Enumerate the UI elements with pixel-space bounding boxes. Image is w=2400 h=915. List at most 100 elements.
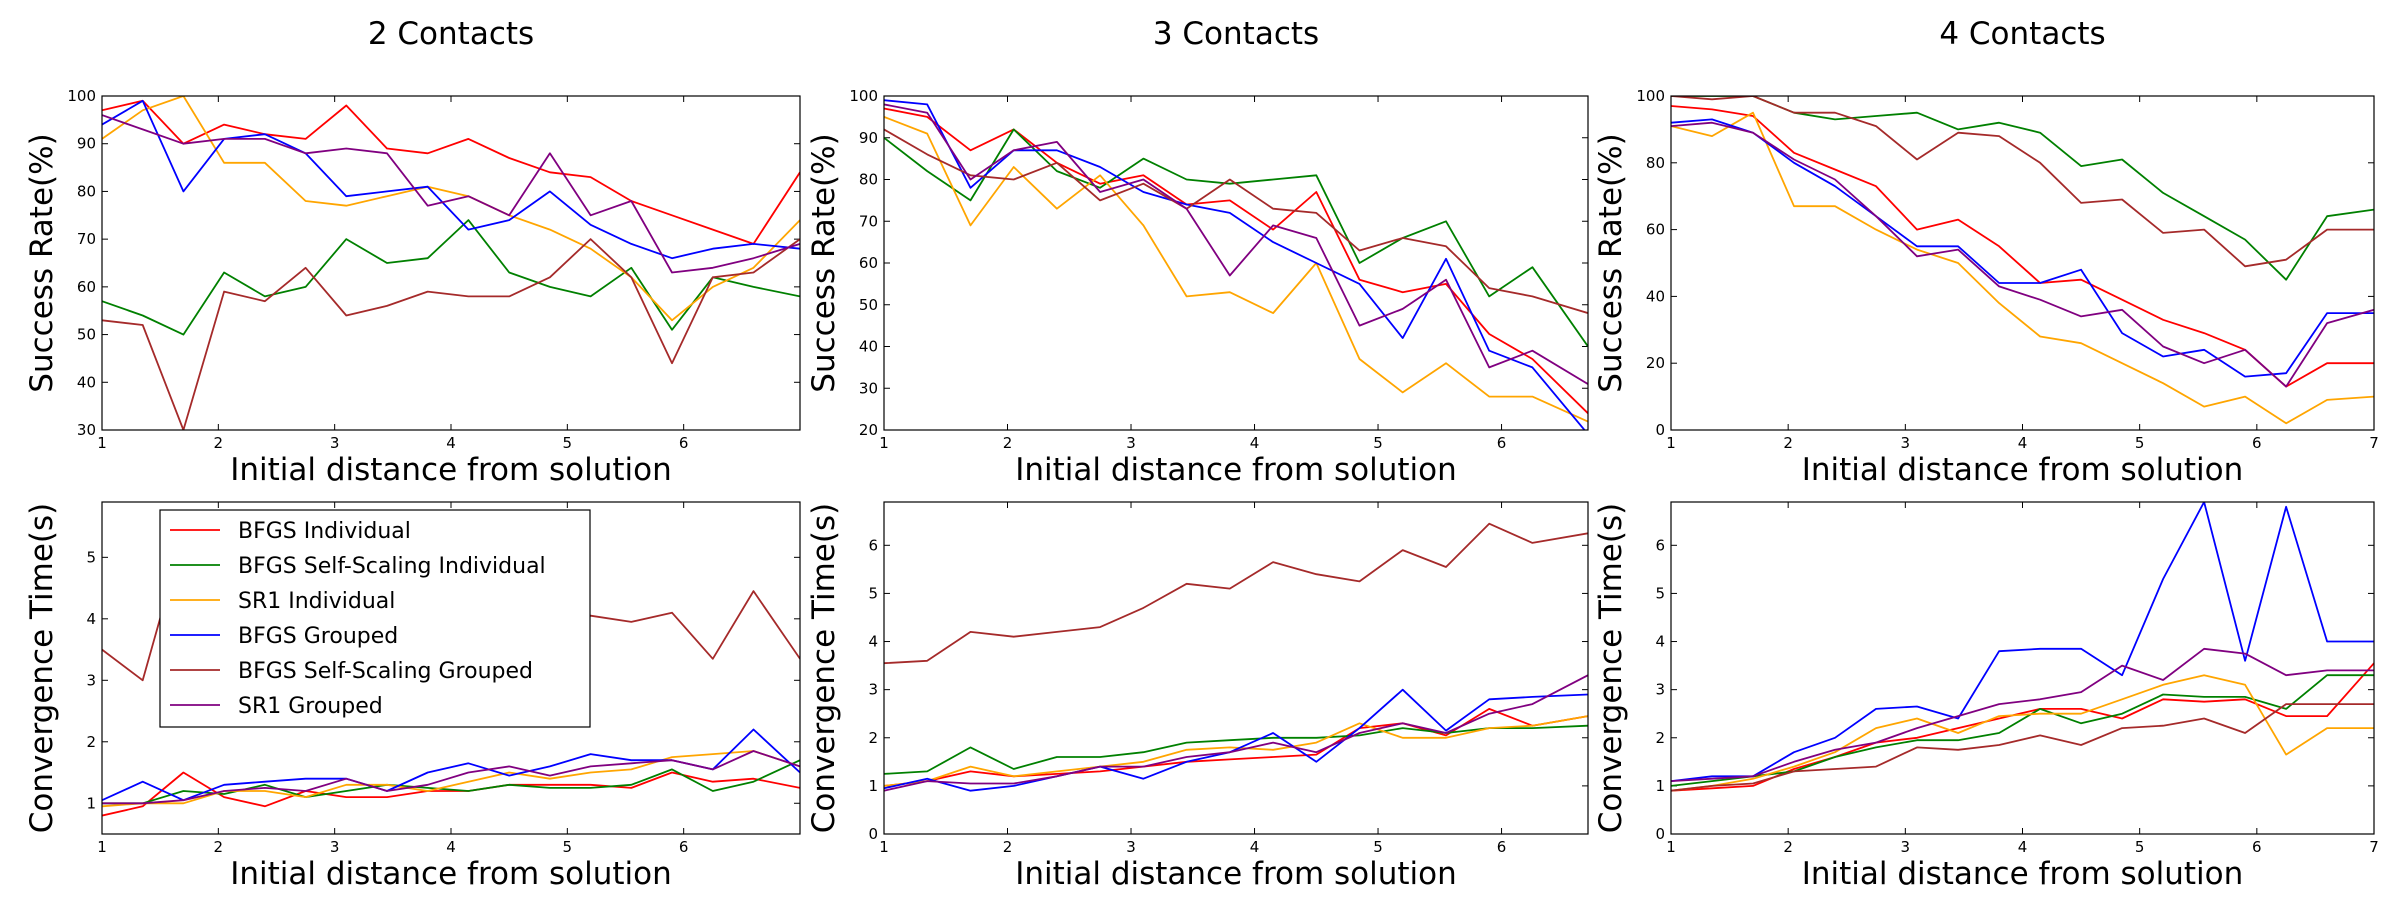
chart-panel-2: 3 Contacts 1 2 3 4 5 6 20 30 40 50 60 70 80 90 100 Initi… — [806, 16, 1589, 488]
series-line-bfgs-self-scaling-grouped — [884, 128, 1588, 314]
x-tick-label: 3 — [1901, 838, 1911, 856]
x-tick-label: 6 — [679, 838, 689, 856]
legend-entry-bfgs-self-scaling-individual: BFGS Self-Scaling Individual — [238, 554, 546, 579]
series-line-bfgs-self-scaling-individual — [102, 219, 800, 336]
x-tick-label: 1 — [879, 838, 889, 856]
y-tick-label: 80 — [1646, 154, 1665, 172]
chart-title: 3 Contacts — [1153, 16, 1319, 52]
x-tick-label: 5 — [563, 838, 573, 856]
y-tick-label: 2 — [868, 729, 878, 747]
series-line-bfgs-grouped — [102, 99, 800, 260]
y-axis-label: Success Rate(%) — [24, 133, 60, 392]
x-tick-label: 6 — [2252, 434, 2262, 452]
series-line-sr1-grouped — [102, 114, 800, 274]
series-line-bfgs-self-scaling-grouped — [884, 522, 1588, 665]
x-tick-label: 3 — [330, 434, 340, 452]
series-line-sr1-individual — [102, 96, 800, 322]
x-tick-label: 4 — [1250, 838, 1260, 856]
series-line-bfgs-individual — [884, 107, 1588, 414]
y-tick-label: 5 — [868, 584, 878, 602]
x-tick-label: 2 — [1783, 838, 1793, 856]
y-tick-label: 0 — [868, 825, 878, 843]
x-tick-label: 5 — [563, 434, 573, 452]
y-tick-label: 0 — [1655, 421, 1665, 439]
legend-entry-bfgs-individual: BFGS Individual — [238, 519, 411, 544]
y-tick-label: 60 — [1646, 221, 1665, 239]
series-line-bfgs-self-scaling-grouped — [1671, 96, 2374, 268]
y-tick-label: 4 — [868, 633, 878, 651]
y-tick-label: 0 — [1655, 825, 1665, 843]
x-tick-label: 7 — [2369, 434, 2379, 452]
x-tick-label: 3 — [1126, 434, 1136, 452]
series-line-sr1-grouped — [884, 674, 1588, 792]
plot-frame — [1670, 501, 2375, 835]
y-axis-label: Success Rate(%) — [1593, 133, 1629, 392]
y-tick-label: 4 — [86, 610, 96, 628]
series-line-sr1-grouped — [102, 750, 800, 805]
y-tick-label: 1 — [86, 794, 96, 812]
x-tick-label: 7 — [2369, 838, 2379, 856]
series-line-bfgs-grouped — [1671, 502, 2374, 782]
y-tick-label: 50 — [77, 326, 96, 344]
y-tick-label: 100 — [1636, 87, 1665, 105]
x-tick-label: 1 — [97, 434, 107, 452]
y-tick-label: 90 — [77, 135, 96, 153]
y-tick-label: 70 — [77, 230, 96, 248]
plot-frame — [883, 501, 1589, 835]
series-group — [884, 99, 1588, 430]
x-tick-label: 6 — [1497, 434, 1507, 452]
x-tick-label: 5 — [2135, 838, 2145, 856]
y-tick-label: 6 — [868, 536, 878, 554]
legend-box — [159, 509, 591, 728]
y-tick-label: 5 — [1655, 584, 1665, 602]
y-tick-label: 80 — [77, 182, 96, 200]
y-tick-label: 40 — [1646, 287, 1665, 305]
series-line-bfgs-self-scaling-individual — [1671, 96, 2374, 281]
y-tick-label: 60 — [77, 278, 96, 296]
y-tick-label: 2 — [86, 733, 96, 751]
x-tick-label: 1 — [879, 434, 889, 452]
series-line-bfgs-grouped — [884, 99, 1586, 430]
x-tick-label: 3 — [1126, 838, 1136, 856]
series-group — [102, 534, 800, 817]
x-axis-label: Initial distance from solution — [1802, 452, 2244, 488]
series-line-sr1-individual — [884, 116, 1588, 423]
x-axis-label: Initial distance from solution — [230, 856, 672, 892]
series-line-bfgs-individual — [102, 99, 800, 245]
legend: BFGS Individual BFGS Self-Scaling Individ… — [159, 509, 591, 728]
x-axis-label: Initial distance from solution — [1802, 856, 2244, 892]
series-group — [102, 96, 800, 430]
x-tick-label: 1 — [1666, 838, 1676, 856]
x-tick-label: 5 — [1373, 434, 1383, 452]
x-tick-label: 2 — [1783, 434, 1793, 452]
x-tick-label: 5 — [1373, 838, 1383, 856]
y-axis-label: Success Rate(%) — [806, 133, 842, 392]
plot-frame — [101, 501, 801, 835]
x-tick-label: 2 — [214, 838, 224, 856]
series-line-bfgs-grouped — [1671, 118, 2374, 378]
y-tick-label: 70 — [859, 212, 878, 230]
series-group — [1671, 96, 2374, 425]
series-line-sr1-individual — [1671, 674, 2374, 792]
series-line-bfgs-self-scaling-individual — [1671, 674, 2374, 787]
x-axis-label: Initial distance from solution — [1015, 856, 1457, 892]
y-axis-label: Convergence Time(s) — [806, 503, 842, 833]
y-tick-label: 1 — [1655, 777, 1665, 795]
series-group — [884, 522, 1588, 792]
y-tick-label: 20 — [1646, 354, 1665, 372]
x-tick-label: 3 — [1901, 434, 1911, 452]
series-line-bfgs-self-scaling-individual — [884, 128, 1588, 348]
y-tick-label: 50 — [859, 296, 878, 314]
x-tick-label: 2 — [214, 434, 224, 452]
y-axis-label: Convergence Time(s) — [24, 503, 60, 833]
x-tick-label: 4 — [2018, 838, 2028, 856]
plot-frame — [1670, 95, 2375, 431]
legend-entry-sr1-grouped: SR1 Grouped — [238, 694, 383, 719]
series-line-sr1-individual — [1671, 111, 2374, 425]
chart-panel-1: 2 Contacts 1 2 3 4 5 6 30 40 50 60 70 80 90 100 Initial… — [24, 16, 801, 488]
x-tick-label: 3 — [330, 838, 340, 856]
y-tick-label: 60 — [859, 254, 878, 272]
